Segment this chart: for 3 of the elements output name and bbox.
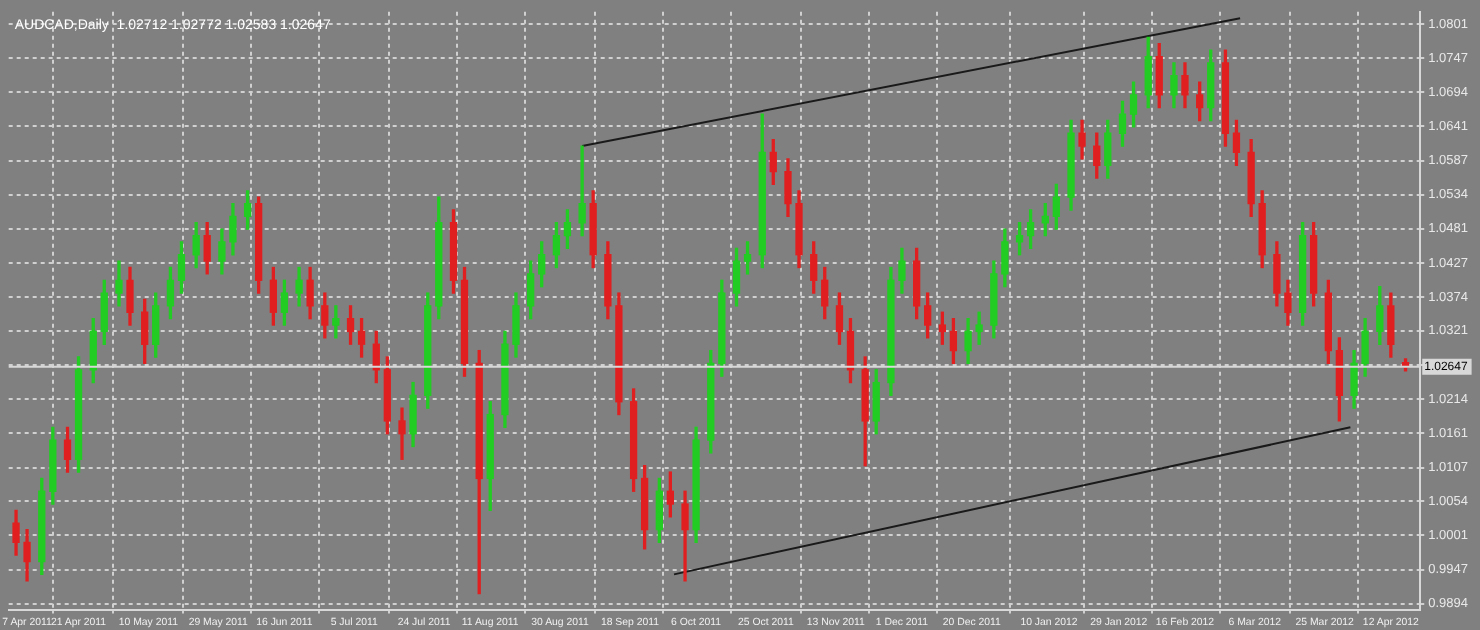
candlestick bbox=[332, 305, 340, 339]
candlestick bbox=[398, 407, 406, 460]
candlestick bbox=[578, 145, 586, 237]
